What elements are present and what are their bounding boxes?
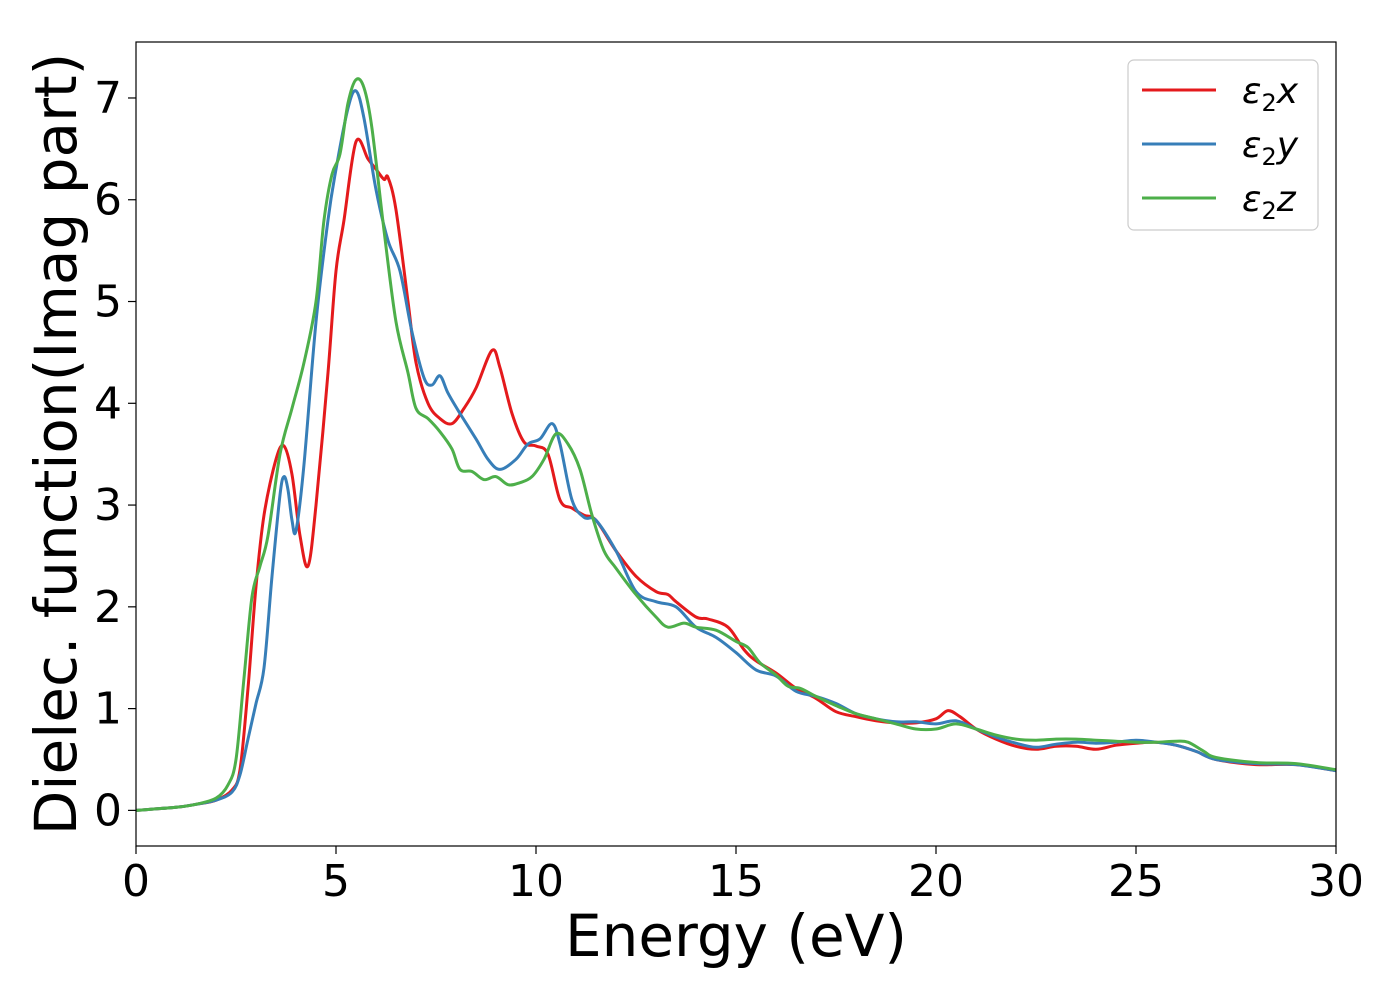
legend: ε2x ε2y ε2z (1127, 59, 1319, 231)
y-tick-label: 1 (94, 684, 122, 735)
x-tick-label: 0 (122, 856, 150, 907)
series-layer (136, 77, 1336, 812)
series-line-x (136, 137, 1336, 812)
tick-layer: 0 5 10 15 20 25 30 0 1 2 3 4 5 6 7 (94, 73, 1364, 907)
plot-area-frame (135, 41, 1337, 847)
x-tick-label: 20 (908, 856, 964, 907)
x-tick-label: 5 (322, 856, 350, 907)
y-tick-label: 4 (94, 378, 122, 429)
legend-label-x: ε2x (1242, 71, 1299, 117)
y-tick-label: 2 (94, 582, 122, 633)
x-tick-label: 25 (1108, 856, 1164, 907)
x-tick-label: 10 (508, 856, 564, 907)
series-line-z (136, 77, 1336, 812)
x-tick-label: 15 (708, 856, 764, 907)
y-tick-label: 5 (94, 277, 122, 328)
x-tick-label: 30 (1308, 856, 1364, 907)
series-line-y (136, 89, 1336, 812)
x-axis-title: Energy (eV) (565, 902, 907, 970)
legend-label-y: ε2y (1242, 125, 1299, 171)
y-tick-label: 0 (94, 785, 122, 836)
y-axis-title: Dielec. function(Imag part) (22, 53, 90, 836)
y-tick-label: 3 (94, 480, 122, 531)
legend-label-z: ε2z (1242, 179, 1297, 225)
y-tick-label: 7 (94, 73, 122, 124)
legend-entries: ε2x ε2y ε2z (1142, 71, 1299, 225)
legend-box (1127, 59, 1319, 231)
y-tick-label: 6 (94, 175, 122, 226)
